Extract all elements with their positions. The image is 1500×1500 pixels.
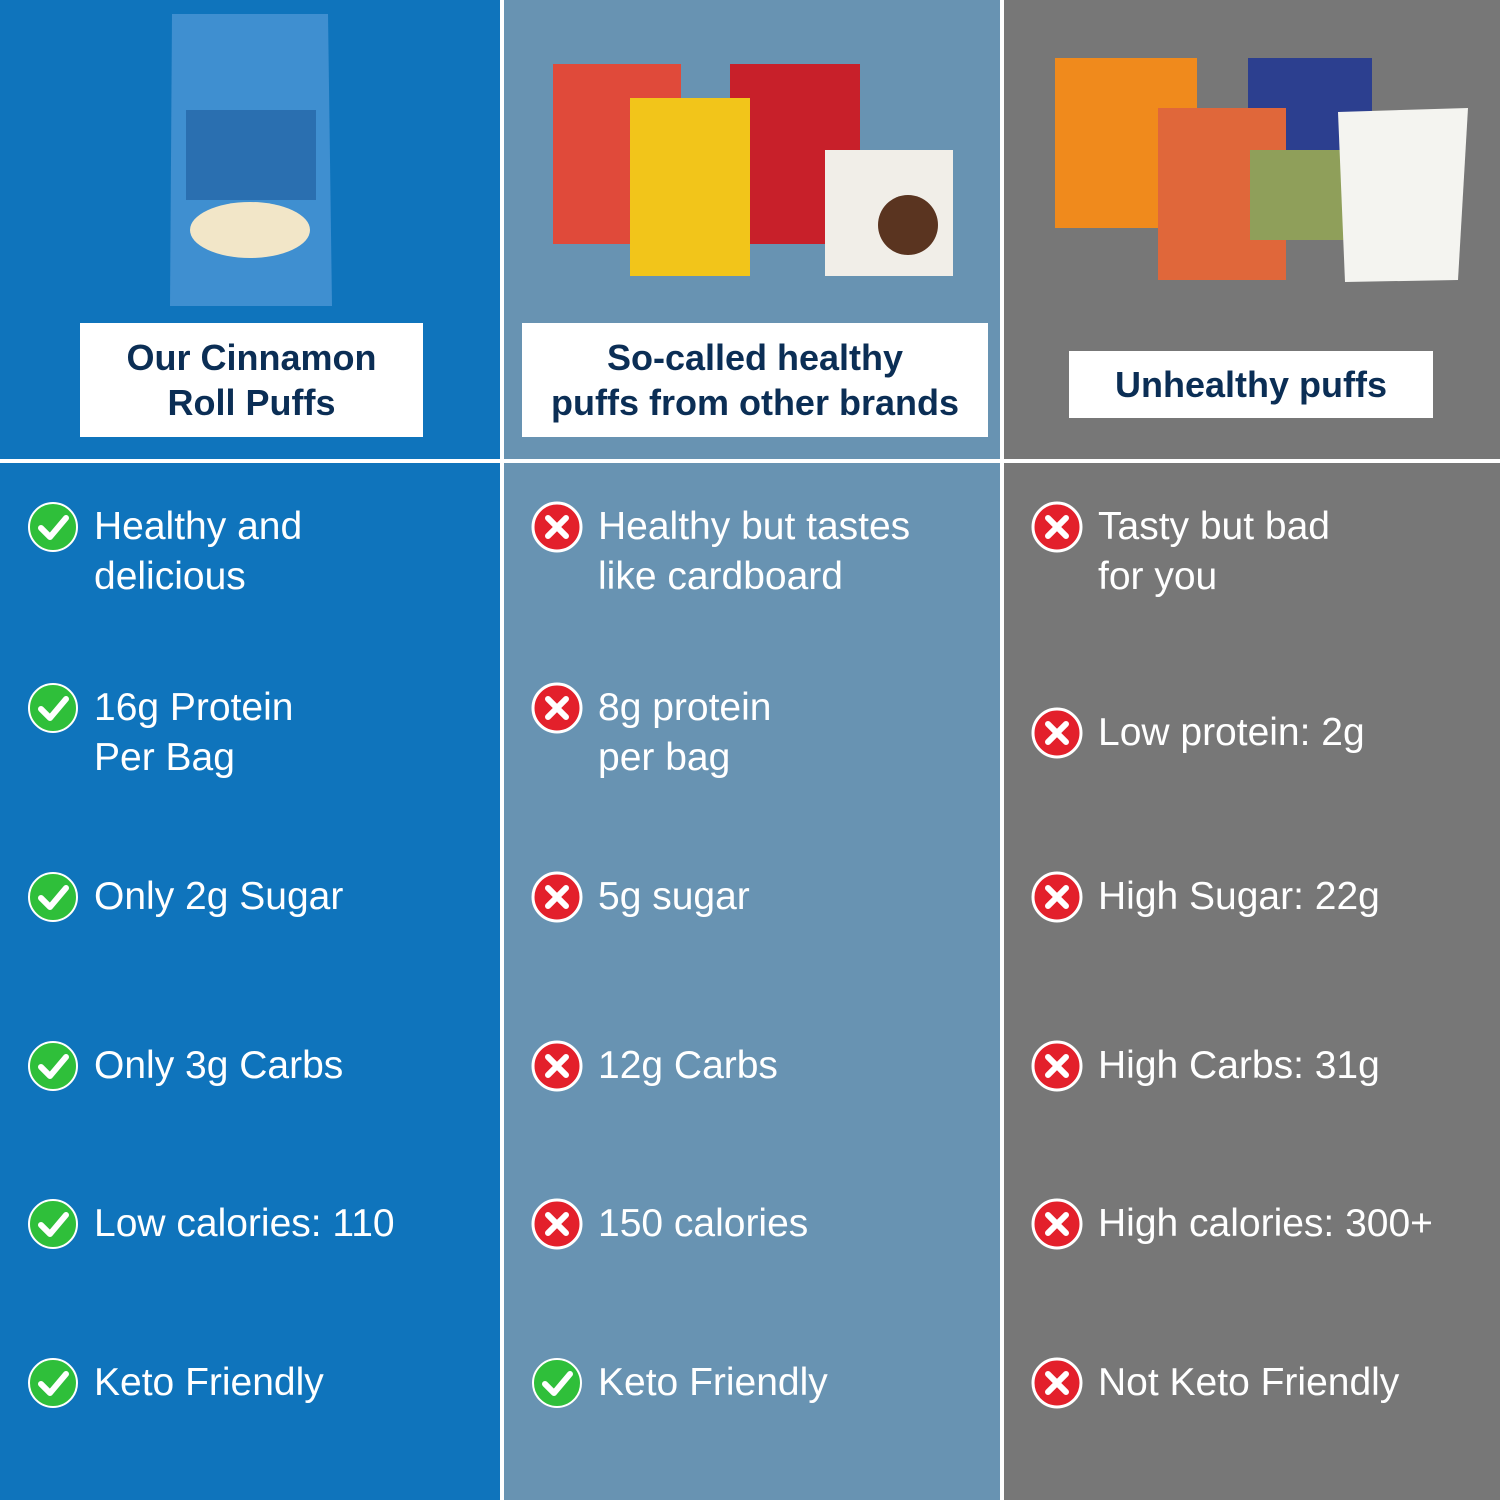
header-line: Unhealthy puffs (1114, 364, 1387, 405)
item-text: 12g Carbs (598, 1044, 778, 1087)
cross-icon (1031, 707, 1083, 759)
item-text: Not Keto Friendly (1098, 1361, 1400, 1404)
product-bags (1055, 58, 1468, 282)
item-text: Low protein: 2g (1098, 711, 1365, 754)
check-icon (28, 1358, 78, 1408)
product-bag (170, 14, 332, 306)
item-text: Tasty but bad (1098, 505, 1330, 548)
item-text: 16g Protein (94, 686, 294, 729)
header-line: Our Cinnamon (126, 337, 377, 378)
item-text: delicious (94, 555, 246, 598)
header-line: Roll Puffs (167, 382, 336, 423)
cross-icon (531, 1040, 583, 1092)
header-label: Unhealthy puffs (1069, 351, 1433, 418)
item-text: like cardboard (598, 555, 843, 598)
item-text: Keto Friendly (598, 1361, 828, 1404)
item-text: Only 3g Carbs (94, 1044, 344, 1087)
item-text: Keto Friendly (94, 1361, 324, 1404)
cross-icon (1031, 1357, 1083, 1409)
item-text: High calories: 300+ (1098, 1202, 1433, 1245)
cross-icon (1031, 1198, 1083, 1250)
header-line: puffs from other brands (550, 382, 959, 423)
cross-icon (531, 682, 583, 734)
item-text: Low calories: 110 (94, 1202, 395, 1245)
cross-icon (1031, 871, 1083, 923)
item-text: High Carbs: 31g (1098, 1044, 1380, 1087)
divider (1000, 0, 1004, 1500)
item-text: Per Bag (94, 736, 235, 779)
item-text: 150 calories (598, 1202, 809, 1245)
check-icon (28, 1199, 78, 1249)
header-label: So-called healthy puffs from other brands (522, 323, 988, 437)
item-text: 5g sugar (598, 875, 750, 918)
item-text: Healthy but tastes (598, 505, 911, 548)
cross-icon (531, 871, 583, 923)
divider (500, 0, 504, 1500)
check-icon (28, 683, 78, 733)
product-bags (553, 64, 953, 276)
item-text: Healthy and (94, 505, 303, 548)
header-line: So-called healthy (606, 337, 904, 378)
divider (0, 459, 1500, 463)
cross-icon (1031, 501, 1083, 553)
check-icon (28, 502, 78, 552)
item-text: Only 2g Sugar (94, 875, 344, 918)
item-text: 8g protein (598, 686, 772, 729)
cross-icon (1031, 1040, 1083, 1092)
item-text: for you (1098, 555, 1218, 598)
item-text: High Sugar: 22g (1098, 875, 1380, 918)
item-text: per bag (598, 736, 731, 779)
cross-icon (531, 1198, 583, 1250)
check-icon (28, 1041, 78, 1091)
check-icon (532, 1358, 582, 1408)
header-label: Our Cinnamon Roll Puffs (80, 323, 423, 437)
product-images (170, 14, 1468, 306)
cross-icon (531, 501, 583, 553)
check-icon (28, 872, 78, 922)
